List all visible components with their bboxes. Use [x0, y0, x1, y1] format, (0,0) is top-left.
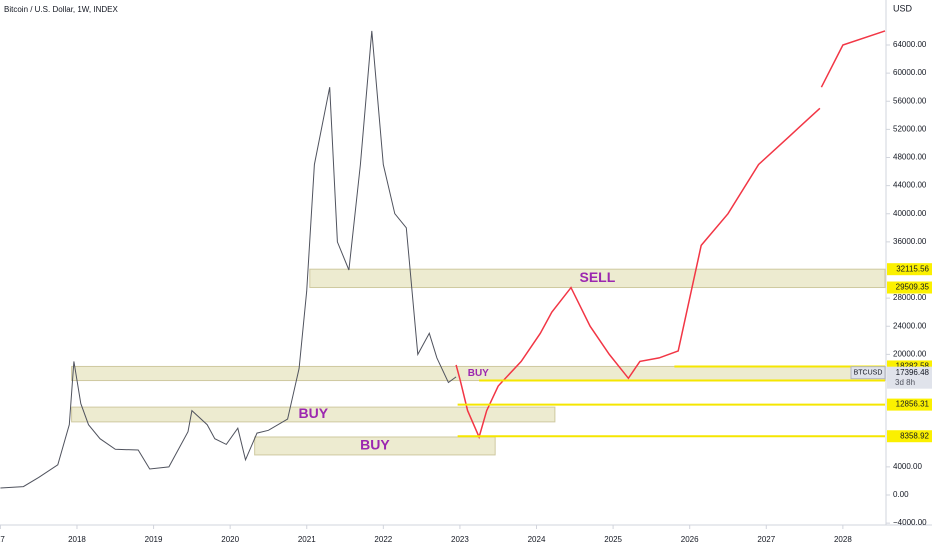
price-tag-box	[887, 430, 932, 443]
y-tick-label: 44000.00	[893, 181, 927, 190]
price-line	[455, 30, 886, 440]
y-tick-label: 20000.00	[893, 349, 927, 358]
y-tick-label: 40000.00	[893, 209, 927, 218]
zone-label: SELL	[580, 269, 616, 285]
zone	[309, 268, 886, 289]
x-tick-label: 2024	[528, 535, 546, 544]
y-tick-label: 36000.00	[893, 237, 927, 246]
price-tag: 18282.58	[896, 362, 930, 371]
last-price-box	[887, 366, 932, 389]
currency: USD	[893, 3, 913, 13]
y-tick-label: 28000.00	[893, 293, 927, 302]
zone	[254, 436, 496, 456]
y-tick-label: −4000.00	[893, 518, 927, 527]
price-tag: 29509.35	[896, 283, 930, 292]
price-tag: 8358.92	[900, 431, 929, 440]
x-tick-label: 2027	[757, 535, 775, 544]
y-tick-label: 0.00	[893, 490, 909, 499]
zone-label: BUY	[468, 368, 489, 379]
x-tick-label: 17	[0, 535, 5, 544]
y-tick-label: 64000.00	[893, 40, 927, 49]
symbol-box	[850, 366, 886, 380]
y-tick-label: 52000.00	[893, 124, 927, 133]
price-tag-box	[887, 263, 932, 276]
y-tick-label: 4000.00	[893, 462, 922, 471]
zone-label: BUY	[360, 437, 390, 453]
y-tick-label: 48000.00	[893, 153, 927, 162]
chart-title: Bitcoin / U.S. Dollar, 1W, INDEX	[4, 5, 118, 14]
y-tick-label: 24000.00	[893, 321, 927, 330]
x-tick-label: 2020	[221, 535, 239, 544]
price-line	[0, 30, 457, 489]
price-tag: 32115.56	[896, 264, 929, 273]
price-tag-box	[887, 281, 932, 294]
x-tick-label: 2025	[604, 535, 622, 544]
last-price: 17396.48	[896, 368, 930, 377]
y-tick-label: 60000.00	[893, 68, 927, 77]
y-tick-label: 56000.00	[893, 96, 927, 105]
x-tick-label: 2021	[298, 535, 316, 544]
x-tick-label: 2023	[451, 535, 469, 544]
zone-label: BUY	[298, 405, 328, 421]
x-tick-label: 2018	[68, 535, 86, 544]
price-tag-box	[887, 398, 932, 411]
x-tick-label: 2022	[374, 535, 392, 544]
x-tick-label: 2026	[681, 535, 699, 544]
x-tick-label: 2028	[834, 535, 852, 544]
price-tag: 12856.31	[896, 400, 930, 409]
symbol: BTCUSD	[854, 370, 883, 377]
countdown: 3d 8h	[895, 378, 915, 387]
x-tick-label: 2019	[145, 535, 163, 544]
